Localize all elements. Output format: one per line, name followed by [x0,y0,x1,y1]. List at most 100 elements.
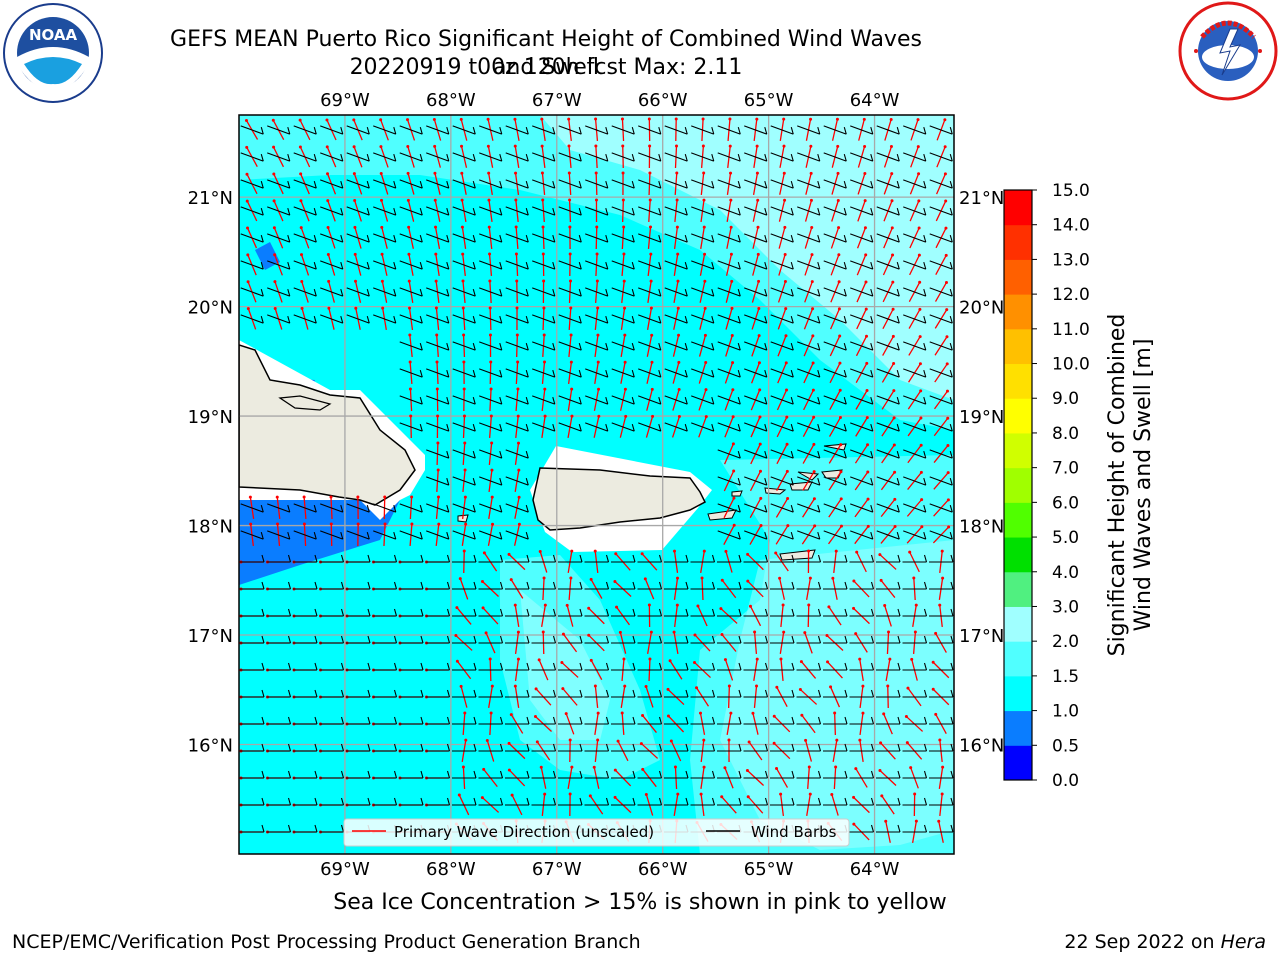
wave-arrow-head [944,226,948,230]
wind-barb-flag [393,743,398,752]
wind-barb-flag [817,716,822,725]
wind-barb-flag [923,635,928,644]
wind-barb-flag [949,450,953,459]
wind-barb-flag [684,396,688,405]
wind-barb [876,260,900,270]
wind-barb-flag [314,662,318,671]
wave-arrow-head [758,442,762,446]
wind-barb-flag [658,554,663,563]
wave-arrow-head [463,468,467,472]
wind-barb [876,206,900,216]
colorbar-tick-label: 10.0 [1052,355,1090,375]
wave-arrow-head [785,388,789,392]
wind-barb-flag [843,342,847,351]
wave-arrow-head [864,280,868,284]
wind-barb [611,341,635,351]
wind-barb [558,233,582,243]
wind-barb-flag [843,477,847,486]
wind-barb [479,314,502,324]
wind-barb [240,314,264,324]
wave-arrow-head [938,603,942,607]
wind-barb [585,287,608,297]
wave-arrow-head [597,414,601,418]
wind-barb-flag [578,126,582,135]
wave-arrow-head [273,307,277,311]
wind-barb [267,179,290,189]
wave-arrow-head [781,603,785,607]
y-tick-label-right: 21°N [959,188,1004,209]
wave-arrow-head [463,495,467,499]
wave-arrow-head [834,765,838,769]
wind-barb-flag [260,315,264,324]
wind-barb-flag [950,824,954,833]
wind-barb [823,314,847,324]
wave-arrow-head [326,172,330,176]
wind-barb-flag [870,153,874,162]
vector-field [239,117,954,844]
wind-barb [638,314,661,324]
wind-barb-flag [896,126,900,135]
wind-barb [426,476,449,486]
wind-barb [373,530,396,540]
wind-barb [797,368,820,378]
wind-barb-flag [261,770,265,779]
wind-barb-flag [896,153,900,162]
wind-barb [346,206,370,216]
wind-barb-flag [579,581,583,590]
wave-arrow-head [407,252,411,256]
wind-barb-flag [473,743,477,752]
wind-barb [611,125,635,135]
wave-arrow-head [676,252,680,256]
wind-barb-flag [340,531,344,540]
wind-barb-flag [711,635,716,644]
wind-barb-flag [366,234,370,243]
wave-arrow-head [507,741,511,745]
wind-barb-flag [764,234,768,243]
wind-barb-flag [260,207,264,216]
wind-barb-flag [605,770,610,779]
wind-barb-flag [499,608,504,617]
wind-barb [691,341,714,351]
wind-barb [823,476,847,486]
wind-barb-flag [870,234,874,243]
wave-arrow-head [837,280,841,284]
wind-barb-flag [870,180,874,189]
wave-arrow-head [516,360,520,364]
wave-arrow-head [596,360,600,364]
wave-arrow-head [560,661,564,665]
wave-arrow-head [433,171,437,175]
wave-arrow-head [246,226,250,230]
wind-barb-flag [791,743,795,752]
wind-barb-flag [366,288,370,297]
wind-barb [929,287,953,297]
wind-barb [532,233,555,243]
wind-barb-flag [685,743,689,752]
wave-arrow-head [462,414,466,418]
wave-arrow-head [863,172,867,176]
wave-arrow-head [720,633,724,637]
wind-barb-flag [684,234,688,243]
wind-barb [876,422,900,432]
wind-barb [479,125,502,135]
wave-arrow-head [615,605,619,609]
wave-arrow-head [594,117,598,121]
wind-barb-flag [684,261,688,270]
wave-arrow-head [731,415,735,419]
wind-barb-flag [923,396,927,405]
wind-barb-flag [764,608,769,617]
wind-barb [664,260,688,270]
colorbar-segment [1004,190,1032,226]
wave-arrow-head [246,253,250,257]
wave-arrow-head [649,225,653,229]
wind-barb-flag [578,396,582,405]
wind-barb-flag [711,689,716,698]
colorbar-tick-label: 4.0 [1052,563,1079,583]
wind-barb-flag [314,743,318,752]
wave-arrow-head [861,711,865,715]
wind-barb-flag [711,743,716,752]
wind-barb-flag [631,126,635,135]
wave-arrow-head [542,306,546,310]
wave-arrow-head [756,198,760,202]
wave-arrow-head [621,171,625,175]
